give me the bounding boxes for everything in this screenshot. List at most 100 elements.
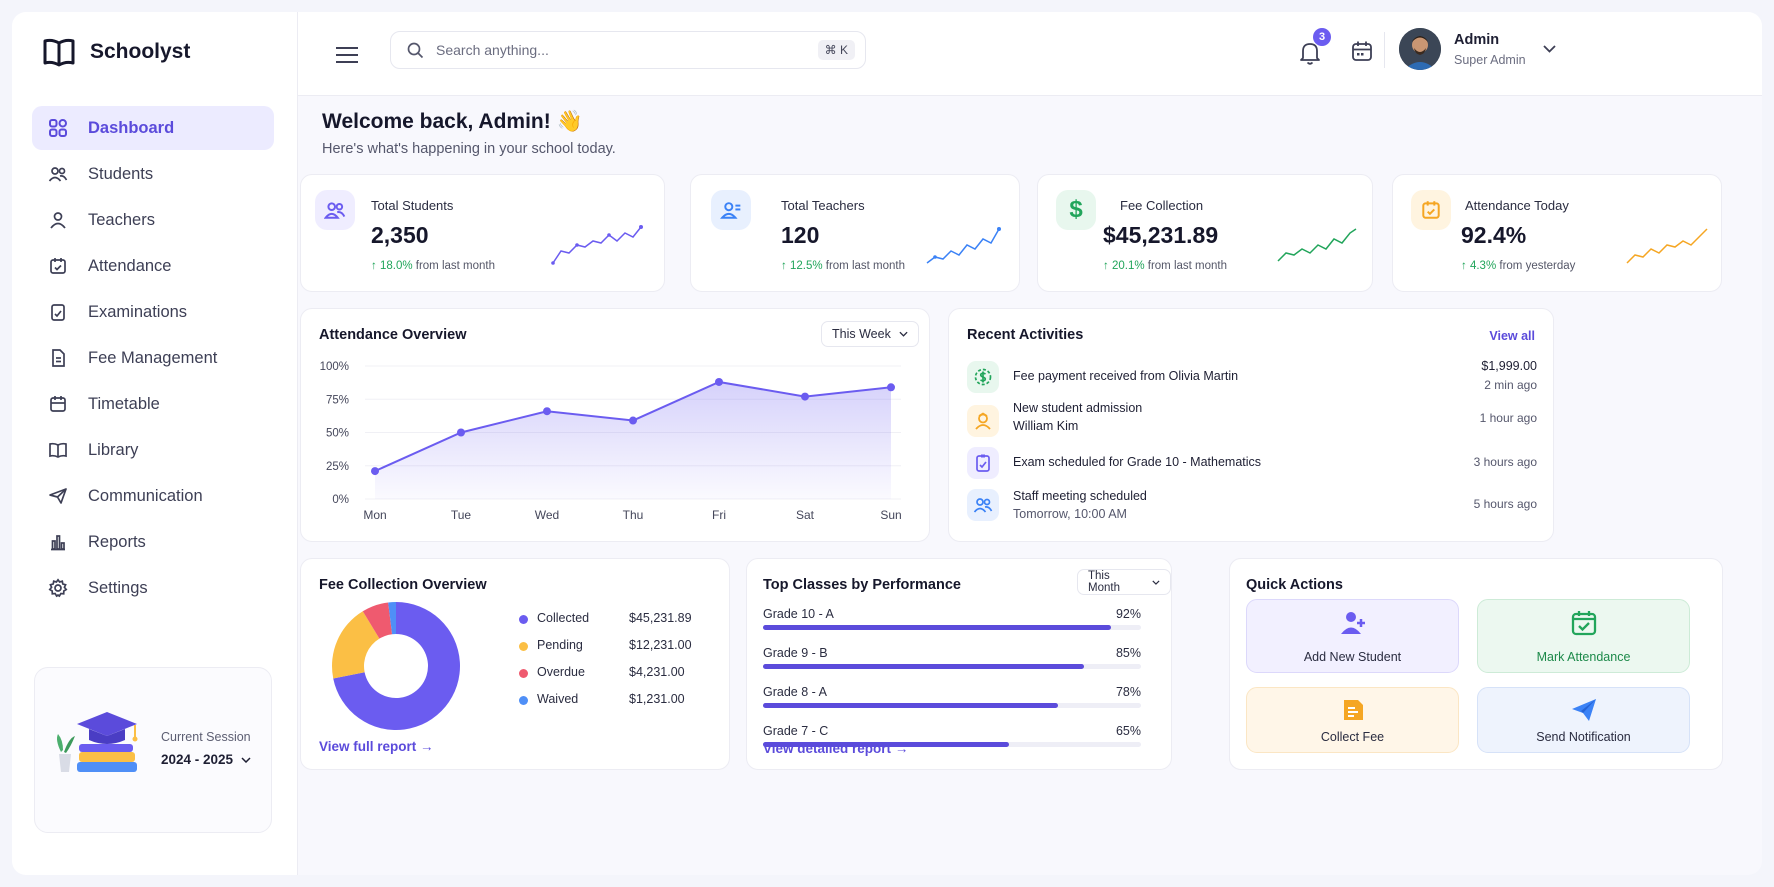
- sidebar-item-dashboard[interactable]: Dashboard: [32, 106, 274, 150]
- range-dropdown[interactable]: This Week: [821, 321, 919, 347]
- x-tick-label: Mon: [363, 508, 386, 522]
- stat-change-value: 18.0%: [379, 260, 413, 272]
- donut-slice-collected[interactable]: [333, 602, 460, 730]
- brand[interactable]: Schoolyst: [42, 37, 190, 67]
- search-input[interactable]: Search anything...: [436, 42, 549, 58]
- sidebar-item-attendance[interactable]: Attendance: [32, 244, 274, 288]
- sidebar-item-fee-management[interactable]: Fee Management: [32, 336, 274, 380]
- users-icon: [48, 167, 68, 182]
- data-point[interactable]: [887, 383, 895, 392]
- view-all-link[interactable]: View all: [1489, 329, 1535, 343]
- activity-text: New student admission: [1013, 401, 1143, 415]
- y-tick-label: 75%: [326, 394, 349, 406]
- stat-change-suffix: from last month: [825, 260, 906, 272]
- class-row: Grade 7 - C 65%: [763, 724, 1141, 750]
- chevron-down-icon: [899, 331, 908, 337]
- stat-label: Fee Collection: [1120, 198, 1204, 213]
- data-point[interactable]: [629, 416, 637, 425]
- donut-slice-waived[interactable]: [388, 602, 396, 635]
- class-row: Grade 8 - A 78%: [763, 685, 1141, 711]
- student-icon: [967, 405, 999, 437]
- search-bar[interactable]: Search anything... ⌘ K: [390, 31, 866, 69]
- data-point[interactable]: [715, 377, 723, 386]
- bell-icon[interactable]: [1298, 40, 1322, 66]
- divider: [1384, 32, 1385, 68]
- progress-track: [763, 664, 1141, 669]
- progress-track: [763, 742, 1141, 747]
- legend-label: Overdue: [537, 665, 585, 679]
- legend-item: Overdue $4,231.00: [519, 665, 699, 683]
- send-notification-button[interactable]: Send Notification: [1477, 687, 1690, 753]
- stat-value: 2,350: [371, 222, 429, 248]
- class-percent: 65%: [1115, 724, 1141, 738]
- topbar: Search anything... ⌘ K 3 Admin Super Adm…: [298, 12, 1762, 96]
- fee-donut-chart: [332, 602, 460, 730]
- stat-change-value: 20.1%: [1111, 260, 1145, 272]
- data-point[interactable]: [801, 392, 809, 401]
- donut-slice-overdue[interactable]: [362, 602, 393, 639]
- menu-icon[interactable]: [335, 46, 359, 64]
- progress-fill: [763, 703, 1058, 708]
- sparkline-teachers: [926, 227, 1001, 264]
- activity-item[interactable]: Staff meeting scheduled Tomorrow, 10:00 …: [967, 485, 1537, 525]
- calendar-check-icon: [1571, 611, 1596, 636]
- activity-item[interactable]: Exam scheduled for Grade 10 - Mathematic…: [967, 443, 1537, 483]
- arrow-right-icon: →: [420, 739, 434, 754]
- legend-value: $1,231.00: [629, 692, 685, 706]
- clipboard-icon: [967, 447, 999, 479]
- activity-text: Fee payment received from Olivia Martin: [1013, 369, 1239, 383]
- activity-item[interactable]: New student admission William Kim 1 hour…: [967, 401, 1537, 441]
- sidebar-item-reports[interactable]: Reports: [32, 520, 274, 564]
- sidebar-item-teachers[interactable]: Teachers: [32, 198, 274, 242]
- data-point[interactable]: [371, 467, 379, 476]
- x-tick-label: Fri: [712, 508, 726, 522]
- range-dropdown[interactable]: This Month: [1077, 569, 1171, 595]
- progress-track: [763, 625, 1141, 630]
- activity-amount: $1,999.00: [1481, 359, 1537, 373]
- stat-card-fees[interactable]: $ Fee Collection $45,231.89 ↑ 20.1% from…: [1037, 174, 1373, 292]
- session-label: Current Session: [161, 730, 251, 744]
- sidebar-item-library[interactable]: Library: [32, 428, 274, 472]
- notification-badge: 3: [1313, 28, 1331, 46]
- chevron-down-icon[interactable]: [1543, 45, 1556, 53]
- x-tick-label: Thu: [623, 508, 644, 522]
- stat-change-suffix: from yesterday: [1499, 260, 1576, 272]
- sidebar-nav: Dashboard Students Teachers Attendance E…: [32, 106, 274, 612]
- sidebar-item-examinations[interactable]: Examinations: [32, 290, 274, 334]
- donut-slice-pending[interactable]: [332, 611, 380, 679]
- link-text: View detailed report: [763, 741, 892, 756]
- data-point[interactable]: [457, 428, 465, 437]
- card-title: Fee Collection Overview: [319, 577, 487, 593]
- recent-activities-card: Recent Activities View all Fee payment r…: [948, 308, 1554, 542]
- arrow-up-icon: ↑: [1461, 260, 1470, 272]
- data-point[interactable]: [543, 407, 551, 416]
- session-selector[interactable]: 2024 - 2025: [161, 752, 251, 767]
- stat-card-teachers[interactable]: Total Teachers 120 ↑ 12.5% from last mon…: [690, 174, 1020, 292]
- bar-chart-icon: [51, 535, 65, 551]
- class-name: Grade 7 - C: [763, 724, 829, 738]
- calendar-icon[interactable]: [1351, 40, 1373, 62]
- calendar-check-icon: [50, 258, 66, 274]
- sidebar-item-timetable[interactable]: Timetable: [32, 382, 274, 426]
- add-new-student-button[interactable]: Add New Student: [1246, 599, 1459, 673]
- mark-attendance-button[interactable]: Mark Attendance: [1477, 599, 1690, 673]
- stat-card-attendance[interactable]: Attendance Today 92.4% ↑ 4.3% from yeste…: [1392, 174, 1722, 292]
- sidebar-item-students[interactable]: Students: [32, 152, 274, 196]
- view-full-report-link[interactable]: View full report →: [319, 739, 434, 754]
- collect-fee-button[interactable]: Collect Fee: [1246, 687, 1459, 753]
- avatar[interactable]: [1399, 28, 1441, 70]
- activity-item[interactable]: Fee payment received from Olivia Martin …: [967, 357, 1537, 397]
- sidebar-item-communication[interactable]: Communication: [32, 474, 274, 518]
- brand-name: Schoolyst: [90, 40, 191, 63]
- sidebar-item-settings[interactable]: Settings: [32, 566, 274, 610]
- class-name: Grade 8 - A: [763, 685, 827, 699]
- stat-card-students[interactable]: Total Students 2,350 ↑ 18.0% from last m…: [300, 174, 665, 292]
- card-title: Top Classes by Performance: [763, 577, 961, 593]
- x-tick-label: Tue: [451, 508, 472, 522]
- sidebar-item-label: Students: [88, 164, 154, 183]
- action-label: Mark Attendance: [1536, 650, 1631, 664]
- session-card[interactable]: Current Session 2024 - 2025: [34, 667, 272, 833]
- paper-plane-icon: [1571, 699, 1596, 721]
- range-value: This Week: [832, 327, 891, 341]
- view-detailed-report-link[interactable]: View detailed report →: [763, 741, 908, 756]
